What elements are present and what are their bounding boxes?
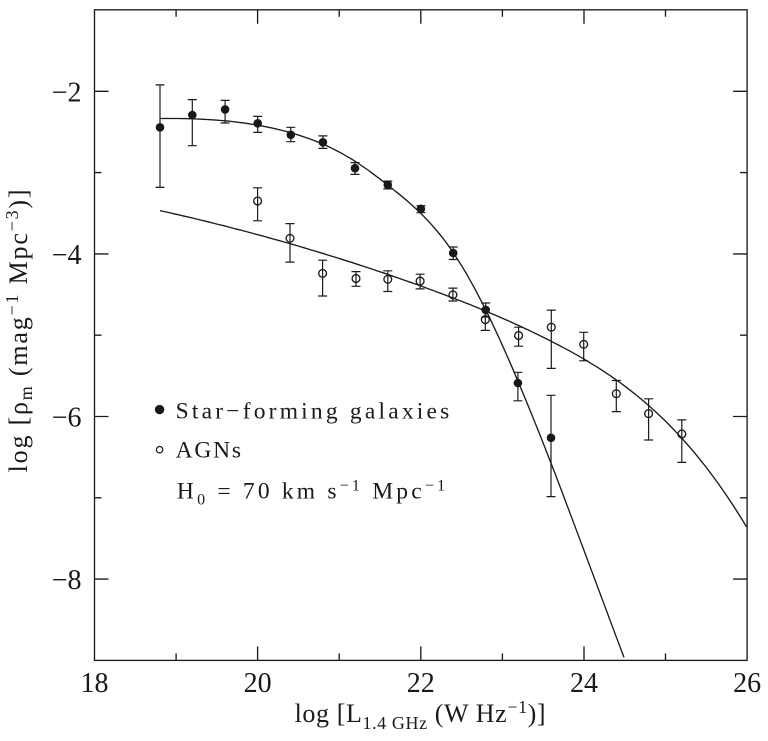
svg-text:24: 24 [570, 668, 598, 699]
svg-text:26: 26 [733, 668, 761, 699]
svg-text:AGNs: AGNs [176, 437, 243, 463]
svg-text:22: 22 [407, 668, 435, 699]
svg-text:18: 18 [81, 668, 109, 699]
svg-text:−2: −2 [52, 77, 82, 108]
svg-text:−4: −4 [52, 240, 82, 271]
svg-text:Star−forming galaxies: Star−forming galaxies [176, 398, 453, 424]
svg-text:−8: −8 [52, 565, 82, 596]
svg-text:20: 20 [244, 668, 272, 699]
svg-text:−6: −6 [52, 403, 82, 434]
svg-text:H0 = 70 km s−1 Mpc−1: H0 = 70 km s−1 Mpc−1 [177, 478, 448, 509]
